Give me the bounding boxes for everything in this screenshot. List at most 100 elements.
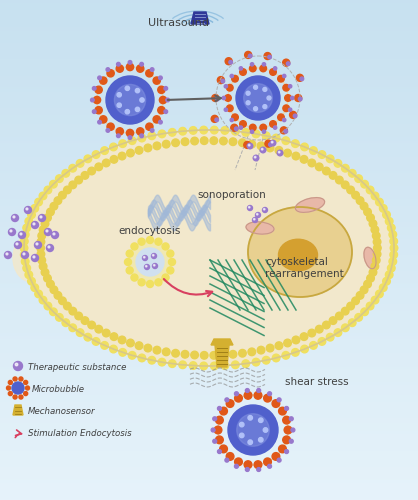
- Circle shape: [268, 392, 272, 396]
- Circle shape: [25, 206, 31, 214]
- Bar: [0, 420, 418, 421]
- Bar: [0, 69, 418, 70]
- Circle shape: [252, 130, 260, 138]
- Bar: [0, 495, 418, 496]
- Circle shape: [283, 118, 286, 122]
- Bar: [0, 196, 418, 197]
- Bar: [0, 479, 418, 480]
- Bar: [0, 365, 418, 366]
- Bar: [0, 91, 418, 92]
- Bar: [0, 176, 418, 177]
- Bar: [0, 464, 418, 465]
- Circle shape: [145, 264, 150, 270]
- Circle shape: [282, 352, 290, 359]
- Circle shape: [150, 68, 154, 71]
- Circle shape: [254, 86, 257, 89]
- Bar: [0, 201, 418, 202]
- Bar: [0, 204, 418, 205]
- Circle shape: [255, 156, 256, 158]
- Bar: [0, 39, 418, 40]
- Bar: [0, 202, 418, 203]
- Circle shape: [254, 392, 262, 399]
- Bar: [0, 8, 418, 9]
- Bar: [0, 429, 418, 430]
- Bar: [0, 352, 418, 353]
- Circle shape: [155, 238, 162, 245]
- Bar: [0, 147, 418, 148]
- Circle shape: [366, 302, 374, 310]
- Bar: [0, 391, 418, 392]
- Circle shape: [228, 128, 235, 134]
- Circle shape: [218, 112, 225, 119]
- Bar: [0, 243, 418, 244]
- Circle shape: [153, 142, 161, 150]
- Bar: [0, 240, 418, 241]
- Circle shape: [128, 137, 136, 144]
- Bar: [0, 98, 418, 99]
- Bar: [0, 188, 418, 189]
- Bar: [0, 262, 418, 263]
- Bar: [0, 411, 418, 412]
- Text: Ultrasound: Ultrasound: [148, 18, 209, 28]
- Bar: [0, 389, 418, 390]
- Circle shape: [289, 440, 293, 443]
- Bar: [0, 52, 418, 53]
- Circle shape: [125, 258, 132, 266]
- Circle shape: [153, 346, 161, 354]
- Circle shape: [282, 137, 290, 144]
- Bar: [0, 403, 418, 404]
- Bar: [0, 90, 418, 91]
- Bar: [0, 249, 418, 250]
- Circle shape: [355, 175, 362, 182]
- Bar: [0, 320, 418, 321]
- Circle shape: [246, 101, 250, 105]
- Bar: [0, 419, 418, 420]
- Bar: [0, 209, 418, 210]
- Bar: [0, 164, 418, 165]
- Bar: [0, 342, 418, 343]
- Bar: [0, 103, 418, 104]
- Circle shape: [117, 62, 120, 66]
- Bar: [0, 221, 418, 222]
- Circle shape: [280, 128, 288, 134]
- Circle shape: [20, 238, 28, 245]
- Bar: [0, 359, 418, 360]
- Bar: [0, 373, 418, 374]
- Circle shape: [367, 214, 375, 222]
- Circle shape: [234, 464, 238, 468]
- Circle shape: [158, 106, 165, 114]
- Circle shape: [264, 208, 265, 210]
- Bar: [0, 33, 418, 34]
- Circle shape: [24, 380, 28, 384]
- Bar: [0, 252, 418, 253]
- Circle shape: [389, 258, 397, 266]
- Circle shape: [43, 214, 51, 222]
- Circle shape: [221, 126, 229, 134]
- Bar: [0, 34, 418, 35]
- Circle shape: [219, 97, 222, 101]
- Bar: [0, 452, 418, 453]
- Circle shape: [371, 226, 379, 234]
- Circle shape: [36, 243, 38, 245]
- Bar: [0, 474, 418, 475]
- Circle shape: [371, 296, 379, 304]
- Circle shape: [250, 124, 256, 131]
- Bar: [0, 46, 418, 47]
- Circle shape: [232, 130, 235, 134]
- Bar: [0, 335, 418, 336]
- Bar: [0, 184, 418, 185]
- Circle shape: [376, 198, 383, 206]
- Circle shape: [217, 406, 222, 410]
- Bar: [0, 17, 418, 18]
- Circle shape: [69, 164, 76, 172]
- Circle shape: [7, 386, 10, 390]
- Ellipse shape: [246, 222, 274, 234]
- Circle shape: [172, 350, 179, 357]
- Bar: [0, 286, 418, 287]
- Circle shape: [128, 136, 132, 140]
- Bar: [0, 45, 418, 46]
- Circle shape: [93, 96, 101, 103]
- Circle shape: [164, 110, 168, 114]
- Bar: [0, 23, 418, 24]
- Bar: [0, 463, 418, 464]
